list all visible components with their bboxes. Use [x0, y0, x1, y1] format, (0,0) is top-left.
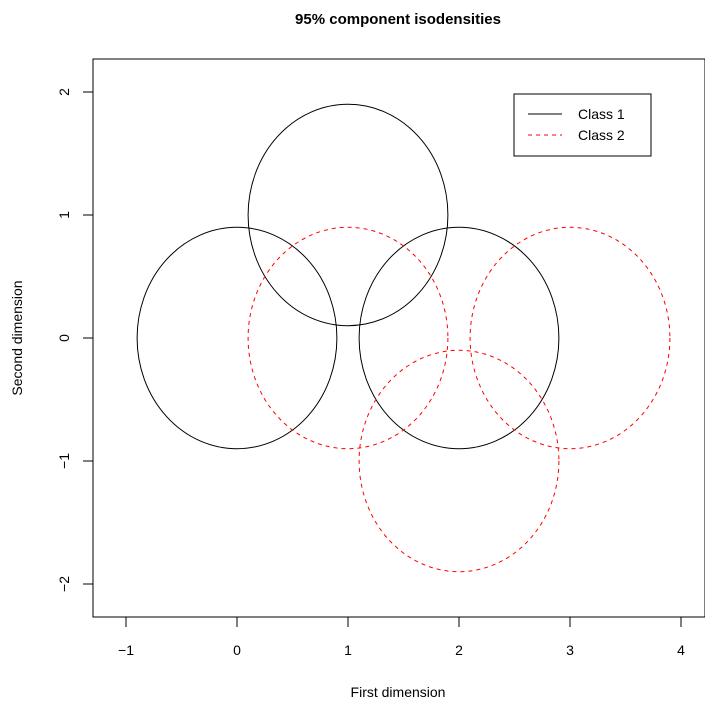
y-tick-label: 1 — [56, 211, 72, 219]
class-2-ellipse-2 — [469, 226, 671, 450]
legend-label-class-2: Class 2 — [578, 127, 625, 143]
legend-box — [513, 93, 652, 157]
y-tick-label: −1 — [56, 453, 72, 469]
y-axis-label: Second dimension — [9, 280, 25, 395]
y-tick-label: −2 — [56, 576, 72, 592]
y-tick-label: 0 — [56, 334, 72, 342]
x-tick-label: 3 — [566, 642, 574, 658]
y-axis: −2 −1 0 1 2 — [56, 88, 94, 592]
chart-title: 95% component isodensities — [295, 11, 501, 28]
class-1-ellipse-3 — [358, 226, 560, 450]
x-tick-label: 1 — [344, 642, 352, 658]
class-1-ellipse-2 — [247, 103, 449, 327]
class-2-ellipse-3 — [358, 349, 560, 573]
x-tick-label: −1 — [118, 642, 134, 658]
x-tick-label: 4 — [677, 642, 685, 658]
class-1-ellipse-1 — [136, 226, 338, 450]
x-tick-label: 2 — [455, 642, 463, 658]
legend: Class 1 Class 2 — [513, 93, 652, 157]
ellipse-layer — [136, 103, 671, 573]
legend-label-class-1: Class 1 — [578, 106, 625, 122]
x-axis-label: First dimension — [351, 684, 446, 700]
y-tick-label: 2 — [56, 88, 72, 96]
class-2-ellipse-1 — [247, 226, 449, 450]
x-tick-label: 0 — [233, 642, 241, 658]
x-axis: −1 0 1 2 3 4 — [118, 616, 685, 658]
